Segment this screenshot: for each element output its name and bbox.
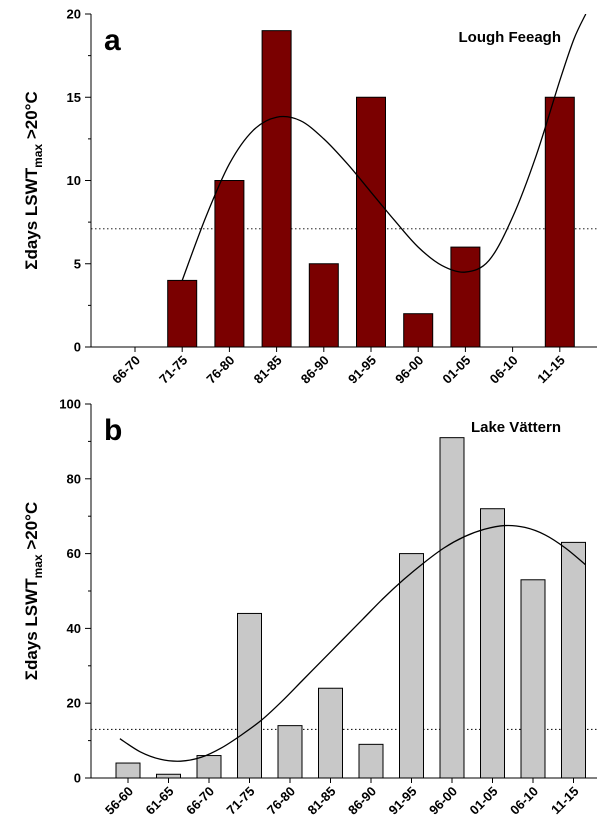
panel-letter: a (104, 24, 121, 57)
panel-b: 0 20 40 60 80 100 56-60 61-65 66-70 71-75 76-80 81-… (22, 397, 597, 818)
x-tick-label: 96-00 (426, 784, 460, 818)
y-tick-label: 10 (67, 173, 81, 188)
x-tick-label: 66-70 (109, 353, 143, 387)
bar-81-85 (261, 30, 292, 348)
x-tick-label: 86-90 (298, 353, 332, 387)
y-tick-label: 20 (67, 696, 81, 711)
y-tick-label: 5 (74, 256, 81, 271)
x-tick-label: 76-80 (203, 353, 237, 387)
x-tick-label: 11-15 (534, 353, 568, 387)
x-tick-label: 66-70 (183, 784, 217, 818)
panel-a: 0 5 10 15 20 66-70 71-75 76-80 81-85 86-90 91-95 96… (22, 7, 597, 387)
bar-56-60 (115, 762, 141, 779)
bar-61-65 (156, 773, 181, 779)
y-tick-label: 100 (59, 397, 81, 412)
y-tick-label: 60 (67, 546, 81, 561)
panel-letter: b (104, 414, 122, 447)
bar-86-90 (308, 263, 339, 348)
trend-curve (181, 14, 587, 281)
panel-title: Lake Vättern (471, 419, 561, 436)
bar-96-00 (439, 437, 465, 779)
x-tick-label: 76-80 (264, 784, 298, 818)
x-tick-label: 01-05 (467, 784, 501, 818)
bar-76-80 (214, 180, 245, 348)
x-tick-label: 91-95 (345, 353, 379, 387)
x-tick-label: 71-75 (156, 353, 190, 387)
bar-86-90 (358, 743, 384, 779)
y-tick-label: 15 (67, 90, 81, 105)
x-tick-label: 86-90 (345, 784, 379, 818)
bar-01-05 (480, 508, 505, 779)
x-tick-label: 56-60 (102, 784, 136, 818)
x-tick-label: 81-85 (305, 784, 339, 818)
x-tick-label: 06-10 (507, 784, 541, 818)
x-tick-label: 81-85 (251, 353, 285, 387)
bar-71-75 (237, 612, 262, 779)
bar-66-70 (196, 755, 222, 779)
x-tick-label: 71-75 (224, 784, 258, 818)
bar-91-95 (356, 96, 386, 348)
bar-11-15 (544, 96, 575, 348)
y-tick-label: 0 (74, 340, 81, 355)
bar-96-00 (403, 313, 434, 348)
y-axis-label: Σdays LSWTmax >20°C (22, 91, 45, 270)
bar-76-80 (277, 725, 303, 779)
x-tick-label: 91-95 (386, 784, 420, 818)
x-tick-label: 06-10 (487, 353, 521, 387)
y-tick-label: 0 (74, 771, 81, 786)
x-tick-label: 01-05 (439, 353, 473, 387)
bar-01-05 (450, 246, 481, 348)
bar-06-10 (520, 579, 546, 779)
y-tick-label: 80 (67, 471, 81, 486)
bar-11-15 (561, 541, 586, 779)
trend-curve (119, 524, 587, 762)
bar-81-85 (318, 687, 343, 779)
y-tick-label: 40 (67, 621, 81, 636)
panel-title: Lough Feeagh (459, 29, 562, 46)
y-axis-label: Σdays LSWTmax >20°C (22, 502, 45, 681)
bar-71-75 (167, 279, 198, 348)
bar-91-95 (399, 553, 424, 779)
x-tick-label: 96-00 (392, 353, 426, 387)
x-tick-label: 11-15 (548, 784, 582, 818)
x-tick-label: 61-65 (143, 784, 177, 818)
y-tick-label: 20 (67, 7, 81, 22)
